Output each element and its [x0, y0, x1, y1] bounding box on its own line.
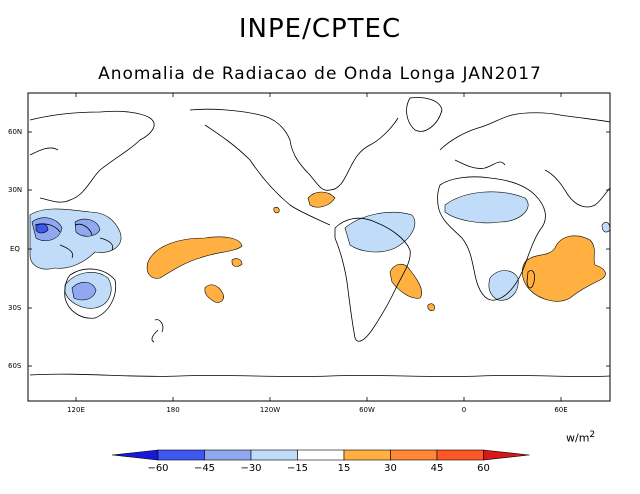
- lat-tick-label: 60N: [8, 128, 22, 136]
- lon-tick-label: 60E: [554, 406, 567, 414]
- lat-tick-label: 30S: [8, 304, 22, 312]
- lat-tick-label: 30N: [8, 186, 22, 194]
- colorbar-arrow-left: [111, 449, 159, 461]
- units-base: w/m: [566, 431, 590, 445]
- lat-tick-label: 60S: [8, 362, 22, 370]
- colorbar-segment: [157, 449, 205, 461]
- colorbar-tick-label: 15: [338, 463, 351, 474]
- colorbar-segment: [436, 449, 484, 461]
- coast-maritime: [34, 223, 114, 259]
- colorbar-tick-label: 30: [384, 463, 397, 474]
- anomaly-pacific-patch: [231, 258, 243, 267]
- anomaly-south-pacific: [204, 284, 224, 303]
- coast-antarctica: [29, 373, 611, 377]
- lon-axis: [75, 93, 562, 401]
- units-label: w/m2: [566, 430, 595, 445]
- colorbar-segment: [297, 449, 345, 461]
- lon-tick-label: 120W: [260, 406, 280, 414]
- coast-north-america: [189, 108, 399, 226]
- coast-madagascar: [526, 270, 535, 289]
- colorbar-tick-label: −30: [240, 463, 261, 474]
- coast-africa: [437, 176, 546, 301]
- coast-new-zealand: [151, 319, 164, 343]
- lon-tick-label: 0: [462, 406, 466, 414]
- coast-greenland: [406, 97, 443, 132]
- anomaly-southeast-brazil: [389, 263, 422, 299]
- colorbar-tick-label: −15: [287, 463, 308, 474]
- coastlines: [29, 97, 611, 377]
- positive-anomaly-regions: [146, 191, 606, 311]
- units-exponent: 2: [589, 430, 596, 440]
- coast-eurasia-east: [29, 110, 155, 203]
- coast-arabia-india: [544, 169, 611, 208]
- main-title: INPE/CPTEC: [238, 14, 402, 44]
- colorbar-tick-label: −60: [147, 463, 168, 474]
- colorbar-segment: [250, 449, 298, 461]
- anomaly-central-pacific: [146, 236, 243, 279]
- lat-axis: [28, 131, 610, 367]
- colorbar-segment: [390, 449, 438, 461]
- colorbar-tick-label: −45: [194, 463, 215, 474]
- coast-australia: [64, 268, 117, 319]
- colorbar-segment: [204, 449, 252, 461]
- colorbar-tick-label: 60: [477, 463, 490, 474]
- anomaly-pacific-dot: [273, 206, 280, 214]
- map-frame-bg: [28, 93, 610, 401]
- colorbar-labels: −60 −45 −30 −15 15 30 45 60: [147, 463, 489, 474]
- anomaly-east-atlantic-small: [601, 221, 611, 233]
- anomaly-maritime-max: [35, 223, 49, 234]
- map-frame-border: [27, 92, 611, 402]
- anomaly-australia-core: [71, 281, 97, 301]
- lon-tick-label: 120E: [67, 406, 85, 414]
- anomaly-south-africa: [488, 270, 519, 301]
- lon-tick-label: 180: [166, 406, 179, 414]
- anomaly-south-atlantic-dot: [427, 303, 435, 311]
- anomaly-amazon: [344, 212, 416, 253]
- coast-europe: [439, 112, 611, 169]
- colorbar-segment: [343, 449, 391, 461]
- map-subtitle: Anomalia de Radiacao de Onda Longa JAN20…: [98, 64, 542, 84]
- colorbar: [111, 449, 530, 461]
- anomaly-indian-ocean: [521, 235, 606, 302]
- coast-south-america: [334, 217, 411, 342]
- lon-tick-label: 60W: [359, 406, 375, 414]
- colorbar-tick-label: 45: [431, 463, 444, 474]
- colorbar-arrow-right: [483, 449, 530, 461]
- anomaly-sahel: [444, 191, 529, 224]
- lat-tick-label: EQ: [10, 245, 20, 253]
- anomaly-gulf-mexico: [307, 191, 336, 208]
